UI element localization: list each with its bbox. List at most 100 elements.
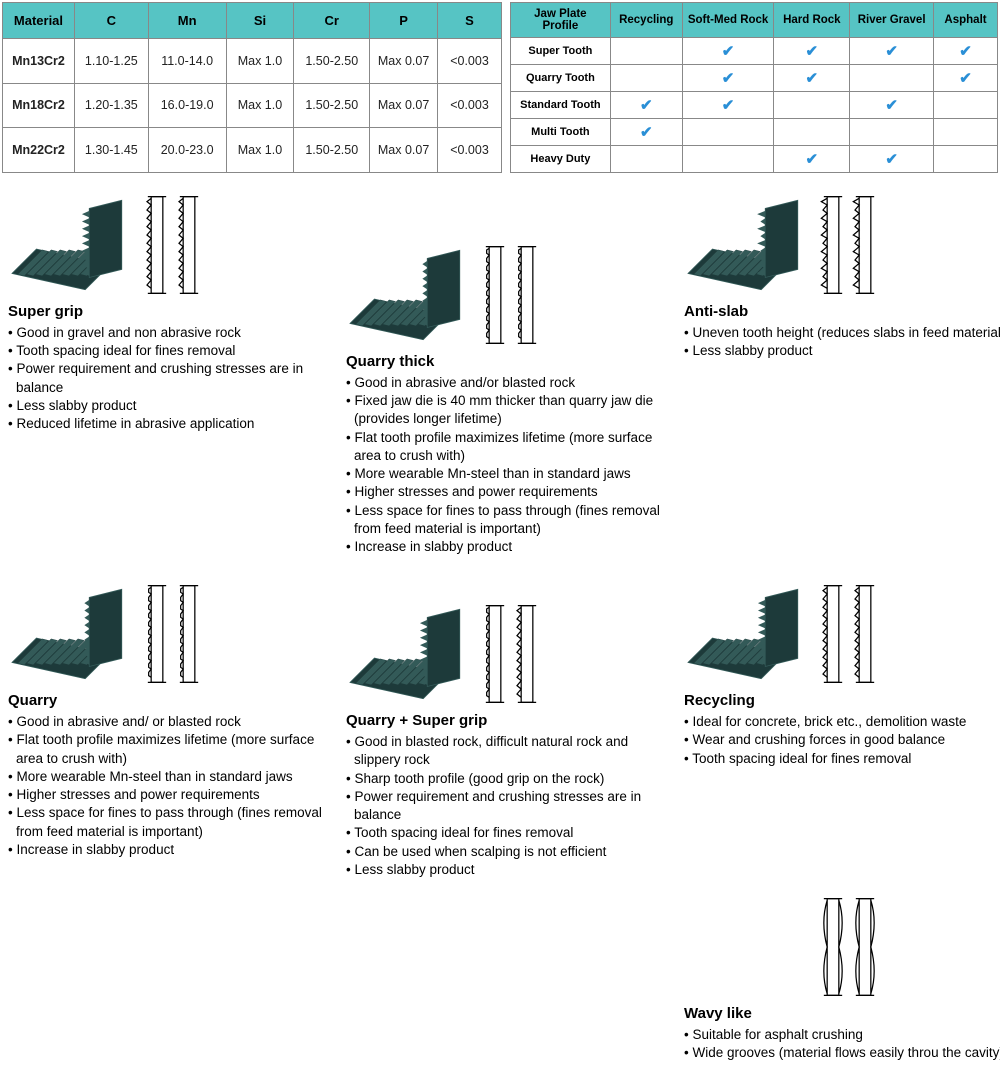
bullet-item: Less space for fines to pass through (fi… xyxy=(346,502,676,538)
table-header: P xyxy=(370,3,438,39)
check-cell: ✔ xyxy=(774,146,850,173)
check-cell: ✔ xyxy=(682,38,774,65)
jaw-profile-outline-icon xyxy=(144,584,170,684)
illustration-recycling xyxy=(684,574,1000,684)
table-cell: Mn13Cr2 xyxy=(3,39,75,84)
checkmark-icon: ✔ xyxy=(722,70,735,87)
profile-name-cell: Standard Tooth xyxy=(510,92,610,119)
bullet-item: Good in abrasive and/ or blasted rock xyxy=(8,713,338,731)
table-cell: 16.0-19.0 xyxy=(148,83,226,128)
check-cell xyxy=(610,38,682,65)
table-row: Mn18Cr21.20-1.3516.0-19.0Max 1.01.50-2.5… xyxy=(3,83,502,128)
table-cell: Max 1.0 xyxy=(226,39,294,84)
bullet-item: Good in gravel and non abrasive rock xyxy=(8,324,338,342)
jaw-plate-3d-icon xyxy=(346,245,476,345)
card-title: Quarry xyxy=(8,692,338,709)
table-cell: <0.003 xyxy=(438,128,502,173)
bullet-item: Higher stresses and power requirements xyxy=(346,483,676,501)
jaw-plate-3d-icon xyxy=(8,195,138,295)
jaw-plate-3d-icon xyxy=(8,584,138,684)
jaw-profile-outline-icon xyxy=(852,897,878,997)
jaw-profile-outline-icon xyxy=(482,604,508,704)
bullet-item: Fixed jaw die is 40 mm thicker than quar… xyxy=(346,392,676,428)
table-header: Asphalt xyxy=(934,3,998,38)
bullet-item: Power requirement and crushing stresses … xyxy=(346,788,676,824)
bullet-item: Flat tooth profile maximizes lifetime (m… xyxy=(8,731,338,767)
jaw-profile-outline-icon xyxy=(482,245,508,345)
bullet-item: Less slabby product xyxy=(8,397,338,415)
check-cell xyxy=(850,65,934,92)
profile-name-cell: Heavy Duty xyxy=(510,146,610,173)
check-cell xyxy=(934,92,998,119)
jaw-profile-outline-icon xyxy=(852,584,878,684)
check-cell xyxy=(934,119,998,146)
bullet-item: Flat tooth profile maximizes lifetime (m… xyxy=(346,429,676,465)
table-cell: 1.10-1.25 xyxy=(74,39,148,84)
card-quarry-super-grip: Quarry + Super grip Good in blasted rock… xyxy=(346,574,676,879)
table-cell: Max 1.0 xyxy=(226,83,294,128)
card-bullets: Good in abrasive and/or blasted rockFixe… xyxy=(346,374,676,556)
check-cell xyxy=(682,119,774,146)
table-cell: <0.003 xyxy=(438,83,502,128)
check-cell xyxy=(850,119,934,146)
bullet-item: Tooth spacing ideal for fines removal xyxy=(346,824,676,842)
bullet-item: Good in blasted rock, difficult natural … xyxy=(346,733,676,769)
bullet-item: Wear and crushing forces in good balance xyxy=(684,731,1000,749)
checkmark-icon: ✔ xyxy=(885,43,898,60)
check-cell: ✔ xyxy=(850,146,934,173)
check-cell: ✔ xyxy=(682,92,774,119)
table-header: River Gravel xyxy=(850,3,934,38)
illustration-quarry-thick xyxy=(346,205,676,345)
bullet-item: Higher stresses and power requirements xyxy=(8,786,338,804)
illustration-quarry-super-grip xyxy=(346,574,676,704)
table-cell: 1.50-2.50 xyxy=(294,128,370,173)
check-cell: ✔ xyxy=(774,65,850,92)
jaw-profile-outline-icon xyxy=(514,604,540,704)
checkmark-icon: ✔ xyxy=(640,124,653,141)
jaw-profile-outline-icon xyxy=(176,584,202,684)
card-title: Quarry + Super grip xyxy=(346,712,676,729)
table-header: Mn xyxy=(148,3,226,39)
jaw-profile-table: Jaw Plate ProfileRecyclingSoft-Med RockH… xyxy=(510,2,998,173)
table-row: Multi Tooth✔ xyxy=(510,119,997,146)
check-cell: ✔ xyxy=(850,92,934,119)
card-bullets: Ideal for concrete, brick etc., demoliti… xyxy=(684,713,1000,768)
card-bullets: Good in abrasive and/ or blasted rockFla… xyxy=(8,713,338,859)
illustration-anti-slab xyxy=(684,185,1000,295)
material-table: MaterialCMnSiCrPS Mn13Cr21.10-1.2511.0-1… xyxy=(2,2,502,173)
table-row: Heavy Duty ✔ ✔ xyxy=(510,146,997,173)
table-header: Recycling xyxy=(610,3,682,38)
bullet-item: More wearable Mn-steel than in standard … xyxy=(346,465,676,483)
bullet-item: Can be used when scalping is not efficie… xyxy=(346,843,676,861)
table-cell: 1.20-1.35 xyxy=(74,83,148,128)
bullet-item: Increase in slabby product xyxy=(8,841,338,859)
checkmark-icon: ✔ xyxy=(959,43,972,60)
profile-name-cell: Quarry Tooth xyxy=(510,65,610,92)
jaw-profile-outline-icon xyxy=(820,195,846,295)
table-row: Mn22Cr21.30-1.4520.0-23.0Max 1.01.50-2.5… xyxy=(3,128,502,173)
bullet-item: Sharp tooth profile (good grip on the ro… xyxy=(346,770,676,788)
check-cell xyxy=(610,65,682,92)
table-cell: 1.50-2.50 xyxy=(294,83,370,128)
table-cell: Mn18Cr2 xyxy=(3,83,75,128)
jaw-profile-outline-icon xyxy=(176,195,202,295)
checkmark-icon: ✔ xyxy=(640,97,653,114)
bullet-item: Reduced lifetime in abrasive application xyxy=(8,415,338,433)
bullet-item: Wide grooves (material flows easily thro… xyxy=(684,1044,1000,1062)
profile-name-cell: Super Tooth xyxy=(510,38,610,65)
bullet-item: Less slabby product xyxy=(684,342,1000,360)
table-header: S xyxy=(438,3,502,39)
illustration-wavy-like xyxy=(684,897,1000,997)
checkmark-icon: ✔ xyxy=(806,151,819,168)
card-title: Anti-slab xyxy=(684,303,1000,320)
check-cell xyxy=(682,146,774,173)
check-cell: ✔ xyxy=(850,38,934,65)
bullet-item: Less space for fines to pass through (fi… xyxy=(8,804,338,840)
checkmark-icon: ✔ xyxy=(959,70,972,87)
table-cell: <0.003 xyxy=(438,39,502,84)
jaw-profile-outline-icon xyxy=(852,195,878,295)
bullet-item: Ideal for concrete, brick etc., demoliti… xyxy=(684,713,1000,731)
check-cell: ✔ xyxy=(934,38,998,65)
table-cell: 20.0-23.0 xyxy=(148,128,226,173)
check-cell: ✔ xyxy=(610,92,682,119)
